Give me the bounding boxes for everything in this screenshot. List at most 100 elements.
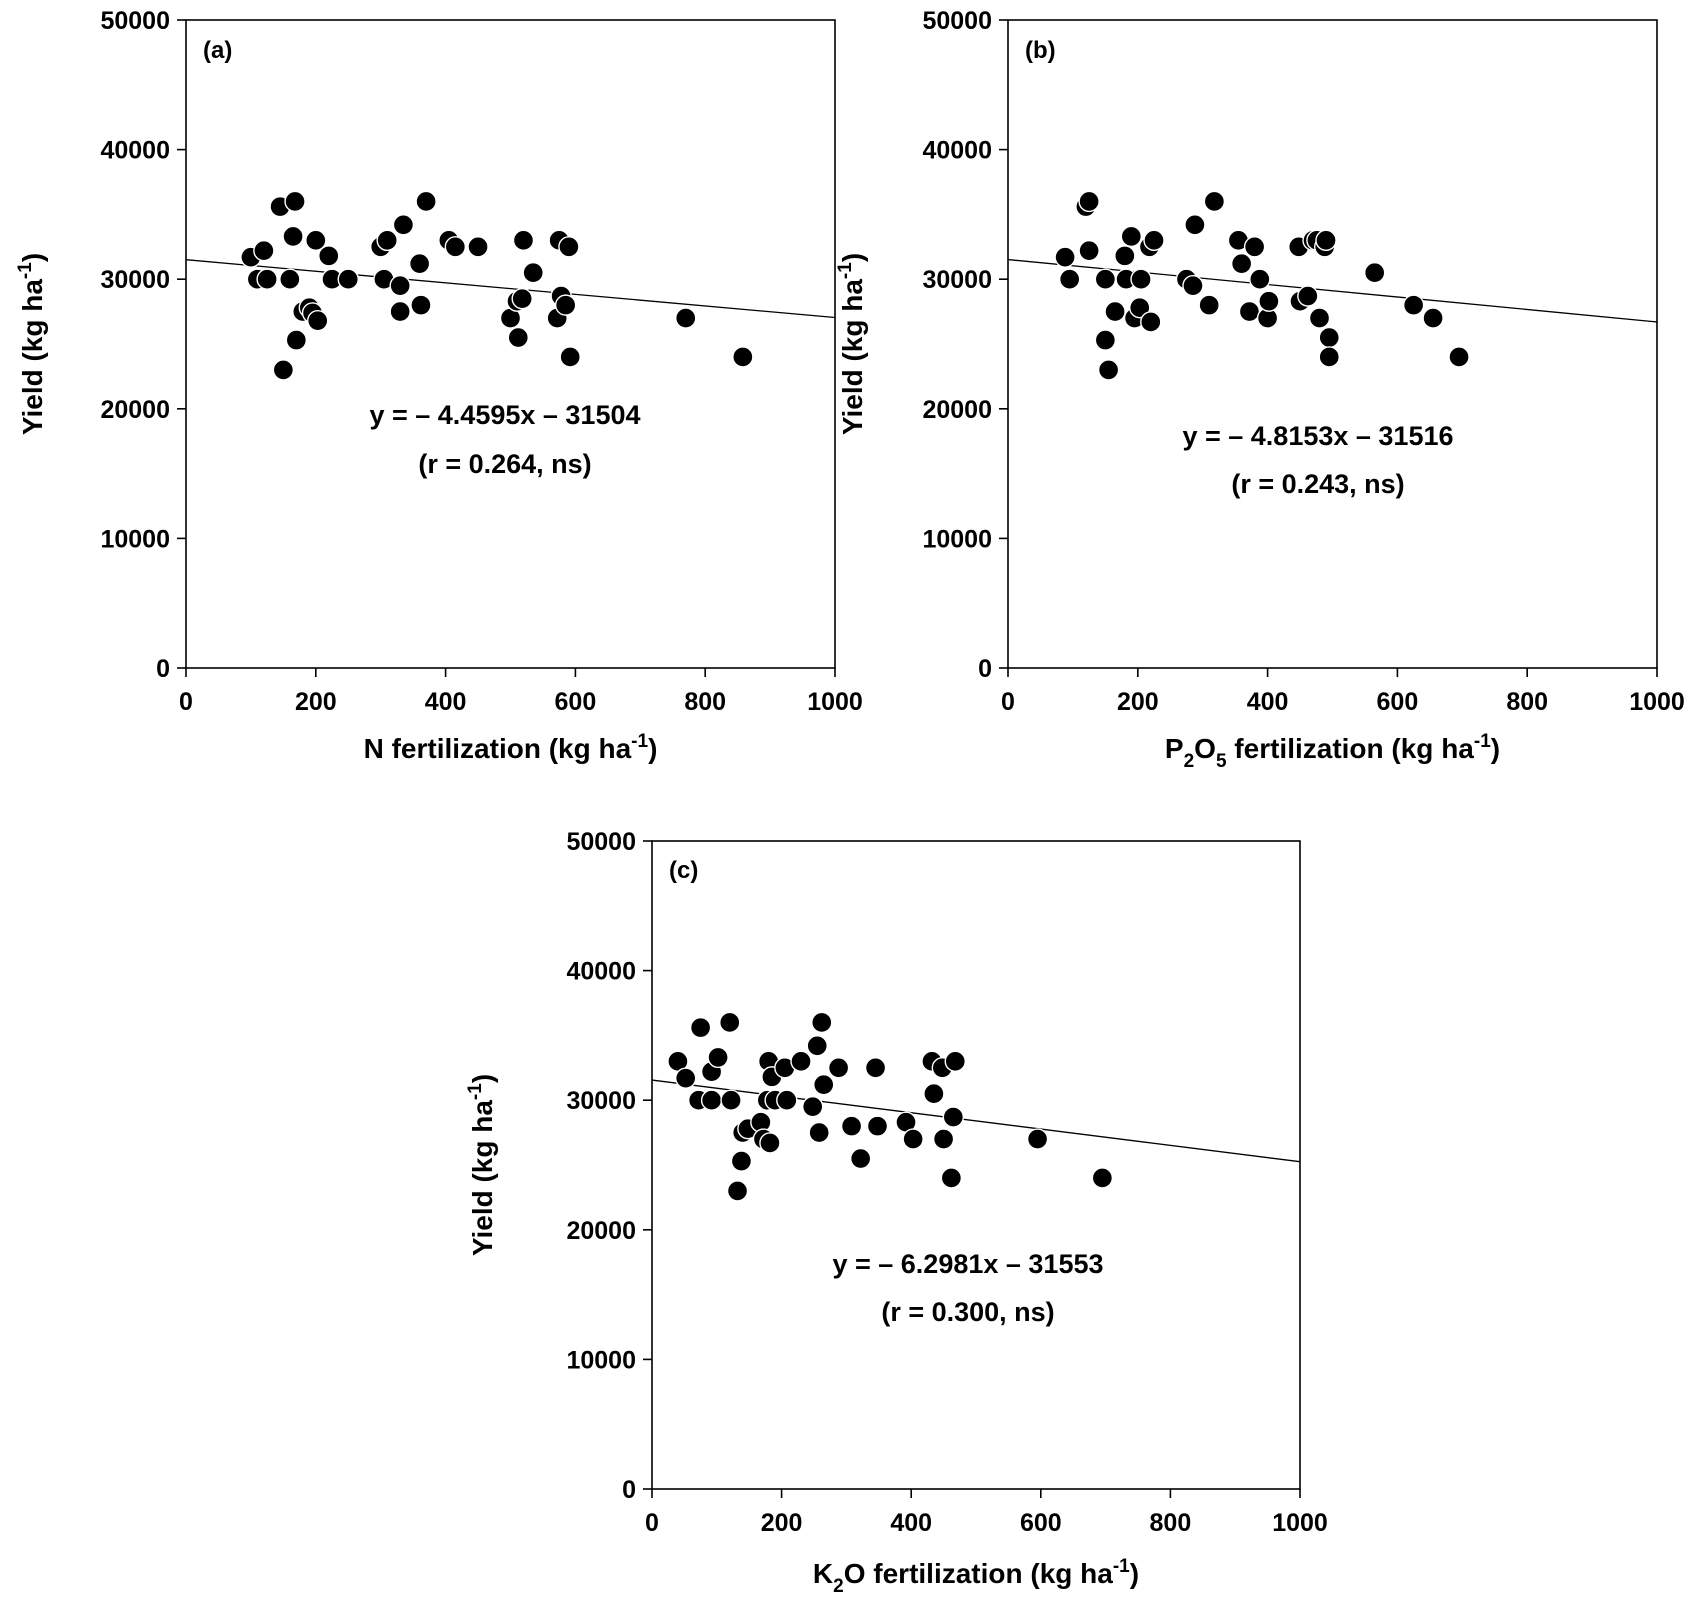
data-point xyxy=(1104,300,1126,323)
data-point xyxy=(759,1132,781,1154)
x-tick-label: 200 xyxy=(295,688,337,716)
x-tick-label: 800 xyxy=(1150,1509,1192,1537)
data-point xyxy=(840,1115,863,1137)
data-point xyxy=(522,262,544,284)
data-point xyxy=(392,214,415,236)
data-point xyxy=(1198,294,1220,316)
data-point xyxy=(811,1011,833,1034)
data-point xyxy=(285,329,308,351)
data-point xyxy=(1143,229,1165,252)
data-point xyxy=(376,229,398,252)
trendline xyxy=(1007,258,1658,323)
x-tick-label: 600 xyxy=(555,688,597,716)
data-point xyxy=(279,268,301,290)
data-point xyxy=(1308,307,1331,329)
data-point xyxy=(318,245,340,267)
data-point xyxy=(1078,239,1100,262)
y-tick-label: 20000 xyxy=(922,396,992,424)
data-point xyxy=(864,1057,887,1079)
x-tick-label: 400 xyxy=(1247,688,1289,716)
y-tick-label: 30000 xyxy=(100,266,170,294)
data-point xyxy=(674,1067,697,1089)
x-axis-title: N fertilization (kg ha-1) xyxy=(364,731,658,764)
data-point xyxy=(923,1083,945,1105)
data-point xyxy=(942,1106,965,1128)
data-point xyxy=(689,1016,712,1039)
correlation-stat: (r = 0.264, ns) xyxy=(418,449,591,479)
data-point xyxy=(1114,245,1136,267)
data-point xyxy=(1318,326,1340,349)
data-point xyxy=(559,346,581,368)
data-point xyxy=(1203,190,1226,213)
data-point xyxy=(1184,214,1206,236)
data-point xyxy=(408,252,431,275)
trendline xyxy=(185,259,836,319)
x-tick-label: 200 xyxy=(761,1509,803,1537)
data-point xyxy=(849,1147,872,1170)
y-tick-label: 50000 xyxy=(566,828,636,856)
data-point xyxy=(467,236,489,258)
data-point xyxy=(1097,359,1120,381)
x-tick-label: 800 xyxy=(1506,688,1548,716)
data-point xyxy=(253,239,275,262)
x-axis-title: P2O5 fertilization (kg ha-1) xyxy=(1165,731,1500,772)
data-point xyxy=(1230,252,1253,275)
y-axis-title: Yield (kg ha-1) xyxy=(465,1074,498,1256)
x-tick-label: 400 xyxy=(425,688,467,716)
x-tick-label: 0 xyxy=(1001,688,1015,716)
y-tick-label: 30000 xyxy=(566,1087,636,1115)
y-tick-label: 40000 xyxy=(100,137,170,165)
data-point xyxy=(272,359,295,381)
x-tick-label: 600 xyxy=(1377,688,1419,716)
data-point xyxy=(730,1150,753,1172)
data-point xyxy=(1078,190,1100,213)
x-axis-title: K2O fertilization (kg ha-1) xyxy=(813,1556,1139,1597)
data-point xyxy=(1363,262,1386,284)
data-point xyxy=(1091,1167,1114,1189)
x-tick-label: 0 xyxy=(179,688,193,716)
panel-c: 0 200 400 600 800 100001000020000300004000050… xyxy=(465,828,1328,1597)
y-tick-label: 0 xyxy=(156,655,170,683)
x-tick-label: 400 xyxy=(890,1509,932,1537)
data-point xyxy=(284,190,306,213)
data-point xyxy=(389,274,411,297)
data-point xyxy=(827,1057,850,1079)
data-point xyxy=(558,236,580,258)
y-tick-label: 20000 xyxy=(100,396,170,424)
data-point xyxy=(444,236,467,258)
data-point xyxy=(1315,229,1337,252)
x-tick-label: 800 xyxy=(684,688,726,716)
correlation-stat: (r = 0.300, ns) xyxy=(881,1297,1054,1327)
data-point xyxy=(1140,311,1162,333)
data-point xyxy=(1249,268,1271,290)
data-point xyxy=(507,326,529,349)
regression-equation: y = – 6.2981x – 31553 xyxy=(832,1249,1103,1279)
data-point xyxy=(1120,225,1143,248)
data-point xyxy=(940,1167,963,1189)
data-point xyxy=(554,294,577,316)
y-tick-label: 30000 xyxy=(922,266,992,294)
data-point xyxy=(282,225,304,248)
data-point xyxy=(808,1121,830,1144)
y-tick-label: 10000 xyxy=(566,1346,636,1374)
data-point xyxy=(1258,290,1280,312)
data-point xyxy=(1026,1128,1049,1150)
y-axis-title: Yield (kg ha-1) xyxy=(835,253,868,435)
y-tick-label: 50000 xyxy=(100,7,170,35)
data-point xyxy=(707,1046,729,1069)
data-point xyxy=(732,346,754,368)
y-tick-label: 0 xyxy=(622,1476,636,1504)
data-point xyxy=(307,309,329,332)
data-point xyxy=(1054,246,1076,268)
data-point xyxy=(806,1035,828,1057)
data-point xyxy=(776,1089,798,1111)
y-tick-label: 0 xyxy=(978,655,992,683)
data-point xyxy=(1129,297,1151,319)
x-tick-label: 1000 xyxy=(807,688,863,716)
data-point xyxy=(410,294,432,316)
panel-b: 0 200 400 600 800 100001000020000300004000050… xyxy=(835,7,1685,772)
correlation-stat: (r = 0.243, ns) xyxy=(1231,469,1404,499)
panel-label: (c) xyxy=(669,857,698,884)
y-tick-label: 20000 xyxy=(566,1217,636,1245)
